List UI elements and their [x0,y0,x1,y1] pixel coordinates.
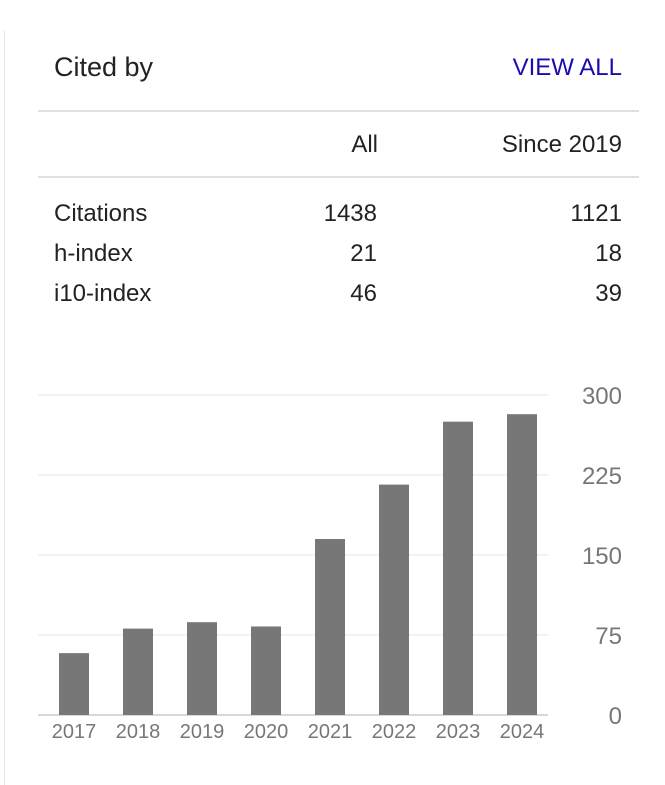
row-value-all: 46 [350,280,377,307]
x-tick-label: 2024 [500,721,545,743]
bar-2021[interactable] [315,539,345,715]
row-value-since: 39 [595,280,622,307]
x-tick-label: 2020 [244,721,289,743]
x-tick-label: 2017 [52,721,97,743]
column-header-since: Since 2019 [501,131,622,158]
bar-2020[interactable] [251,626,281,715]
x-tick-label: 2022 [372,721,417,743]
table-row-h-index: h-index 21 18 [38,240,638,280]
y-tick-label: 150 [582,543,622,570]
y-tick-label: 0 [609,703,622,730]
row-label: h-index [54,240,133,267]
bar-2022[interactable] [379,484,409,715]
cited-by-header: Cited by VIEW ALL [38,40,638,110]
row-value-since: 18 [595,240,622,267]
x-tick-label: 2019 [180,721,225,743]
bar-2023[interactable] [443,421,473,715]
row-value-since: 1121 [570,200,622,227]
y-tick-label: 300 [582,383,622,410]
table-header-divider [38,176,639,178]
cited-by-title: Cited by [54,52,154,82]
y-tick-label: 225 [582,463,622,490]
bar-2017[interactable] [59,653,89,715]
y-tick-label: 75 [595,623,622,650]
row-value-all: 1438 [323,200,377,227]
row-label: Citations [54,200,148,227]
citations-per-year-chart: 0 75 150 225 300 2017 2018 2019 2020 2021 2022 2023… [38,383,622,743]
view-all-link[interactable]: VIEW ALL [512,54,622,81]
table-row-i10-index: i10-index 46 39 [38,280,638,320]
panel-left-border [4,30,5,785]
bar-2019[interactable] [187,622,217,715]
bar-2024[interactable] [507,414,537,715]
x-tick-label: 2018 [116,721,161,743]
bar-2018[interactable] [123,628,153,715]
row-value-all: 21 [350,240,377,267]
table-row-citations: Citations 1438 1121 [38,200,638,240]
row-label: i10-index [54,280,152,307]
x-tick-label: 2021 [308,721,353,743]
x-tick-label: 2023 [436,721,481,743]
header-divider [38,110,639,112]
column-header-all: All [351,131,378,158]
